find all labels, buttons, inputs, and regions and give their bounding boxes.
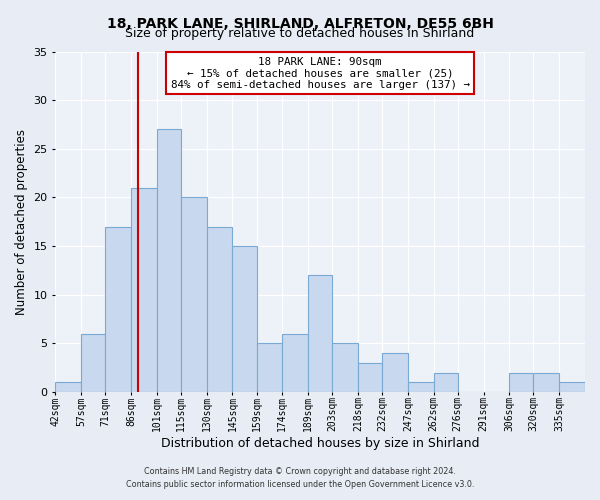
Bar <box>559 382 585 392</box>
Bar <box>232 246 257 392</box>
Bar <box>533 372 559 392</box>
Bar <box>181 198 206 392</box>
X-axis label: Distribution of detached houses by size in Shirland: Distribution of detached houses by size … <box>161 437 479 450</box>
Bar <box>157 130 181 392</box>
Bar <box>81 334 105 392</box>
Bar <box>408 382 434 392</box>
Bar <box>206 226 232 392</box>
Bar <box>382 353 408 392</box>
Bar <box>283 334 308 392</box>
Y-axis label: Number of detached properties: Number of detached properties <box>15 129 28 315</box>
Bar <box>358 363 382 392</box>
Text: Size of property relative to detached houses in Shirland: Size of property relative to detached ho… <box>125 28 475 40</box>
Bar <box>434 372 458 392</box>
Bar <box>332 344 358 392</box>
Bar <box>308 276 332 392</box>
Text: Contains HM Land Registry data © Crown copyright and database right 2024.
Contai: Contains HM Land Registry data © Crown c… <box>126 468 474 489</box>
Bar <box>55 382 81 392</box>
Bar <box>509 372 533 392</box>
Bar <box>257 344 283 392</box>
Text: 18, PARK LANE, SHIRLAND, ALFRETON, DE55 6BH: 18, PARK LANE, SHIRLAND, ALFRETON, DE55 … <box>107 18 493 32</box>
Bar <box>105 226 131 392</box>
Text: 18 PARK LANE: 90sqm
← 15% of detached houses are smaller (25)
84% of semi-detach: 18 PARK LANE: 90sqm ← 15% of detached ho… <box>170 56 470 90</box>
Bar <box>131 188 157 392</box>
